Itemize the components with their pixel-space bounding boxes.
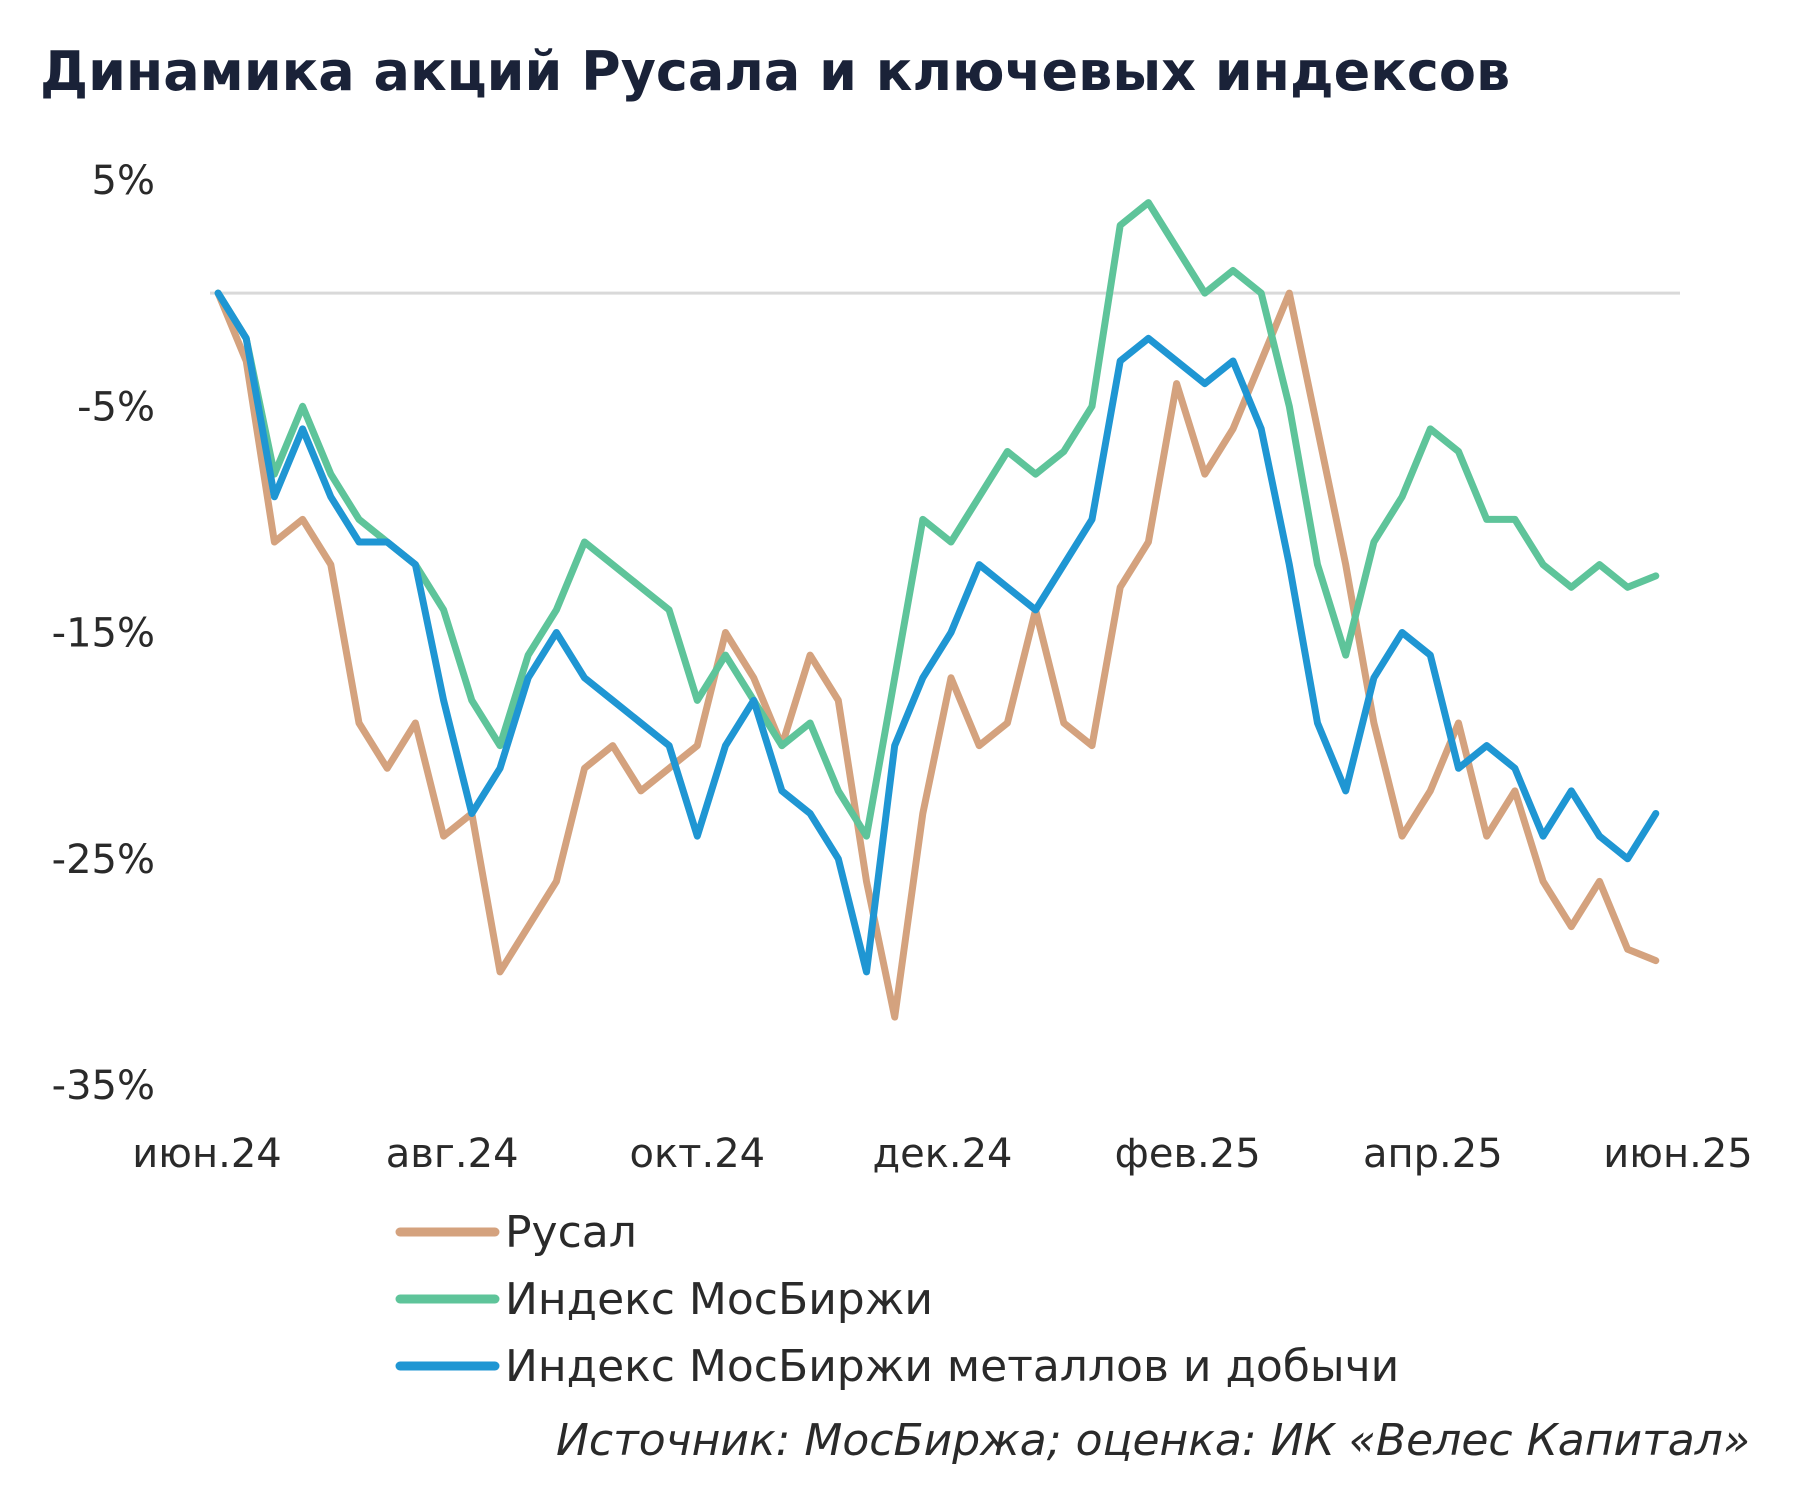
legend-label: Индекс МосБиржи (505, 1274, 933, 1325)
chart-title: Динамика акций Русала и ключевых индексо… (40, 40, 1510, 103)
x-tick-label: окт.24 (630, 1131, 766, 1177)
y-tick-label: -15% (52, 611, 155, 657)
legend: Русал Индекс МосБиржи Индекс МосБиржи мета… (395, 1207, 1399, 1392)
y-tick-label: -35% (52, 1063, 155, 1109)
x-tick-label: фев.25 (1115, 1131, 1261, 1177)
y-tick-label: -25% (52, 837, 155, 883)
x-tick-label: июн.24 (132, 1131, 281, 1177)
y-tick-label: 5% (92, 158, 155, 204)
legend-label: Индекс МосБиржи металлов и добычи (505, 1341, 1399, 1392)
series-lines (214, 199, 1660, 1021)
y-axis: 5% -5% -15% -25% -35% (52, 158, 155, 1109)
legend-label: Русал (505, 1207, 637, 1258)
series-line-1 (214, 199, 1660, 840)
x-tick-label: июн.25 (1603, 1131, 1752, 1177)
x-axis: июн.24 авг.24 окт.24 дек.24 фев.25 апр.25 июн.… (132, 1131, 1752, 1177)
series-line-0 (214, 289, 1660, 1021)
y-tick-label: -5% (77, 384, 155, 430)
source-note: Источник: МосБиржа; оценка: ИК «Велес Ка… (556, 1415, 1750, 1466)
x-tick-label: апр.25 (1363, 1131, 1503, 1177)
x-tick-label: авг.24 (386, 1131, 519, 1177)
series-line-2 (214, 289, 1660, 976)
x-tick-label: дек.24 (872, 1131, 1012, 1177)
